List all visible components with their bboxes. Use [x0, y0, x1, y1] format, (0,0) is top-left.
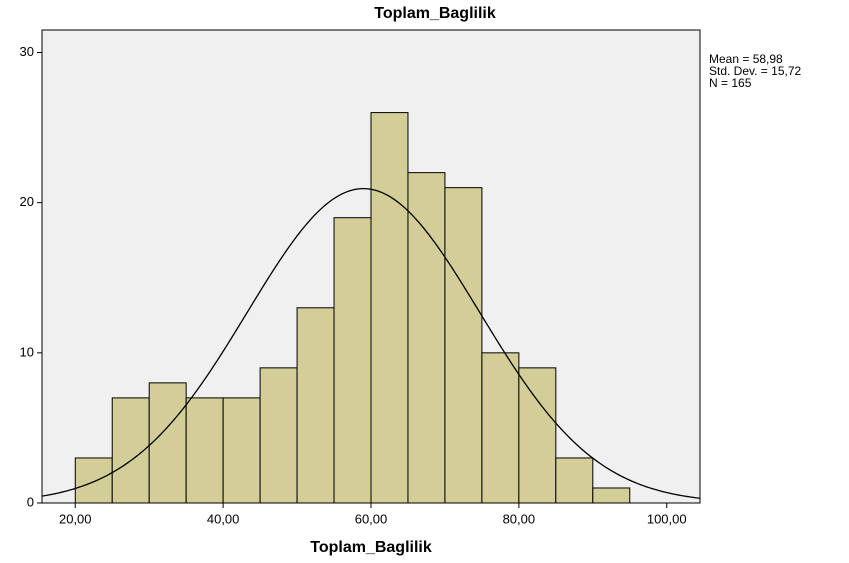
x-axis-label: Toplam_Baglilik	[310, 539, 432, 556]
bar	[481, 352, 520, 504]
bar	[518, 367, 557, 504]
x-tick-label: 20,00	[59, 511, 92, 526]
bar	[222, 397, 261, 504]
bar	[555, 457, 594, 504]
bar	[444, 187, 483, 504]
bar	[296, 307, 335, 504]
bar	[592, 487, 631, 504]
x-tick-label: 80,00	[503, 511, 536, 526]
y-tick-label: 20	[20, 194, 34, 209]
y-tick-label: 0	[27, 494, 34, 509]
x-tick-label: 100,00	[647, 511, 687, 526]
x-tick-label: 40,00	[207, 511, 240, 526]
normal-curve	[41, 187, 701, 499]
chart-title: Toplam_Baglilik	[374, 5, 496, 22]
bar	[185, 397, 224, 504]
bar	[407, 172, 446, 504]
bar	[333, 217, 372, 504]
stats-annotation: N = 165	[709, 76, 752, 90]
stats-annotation: Mean = 58,98	[709, 52, 783, 66]
y-tick-label: 10	[20, 344, 34, 359]
x-tick-label: 60,00	[355, 511, 388, 526]
bar	[74, 457, 113, 504]
y-tick-label: 30	[20, 44, 34, 59]
bar	[370, 112, 409, 504]
bar	[259, 367, 298, 504]
bar	[148, 382, 187, 504]
stats-annotation: Std. Dev. = 15,72	[709, 64, 801, 78]
